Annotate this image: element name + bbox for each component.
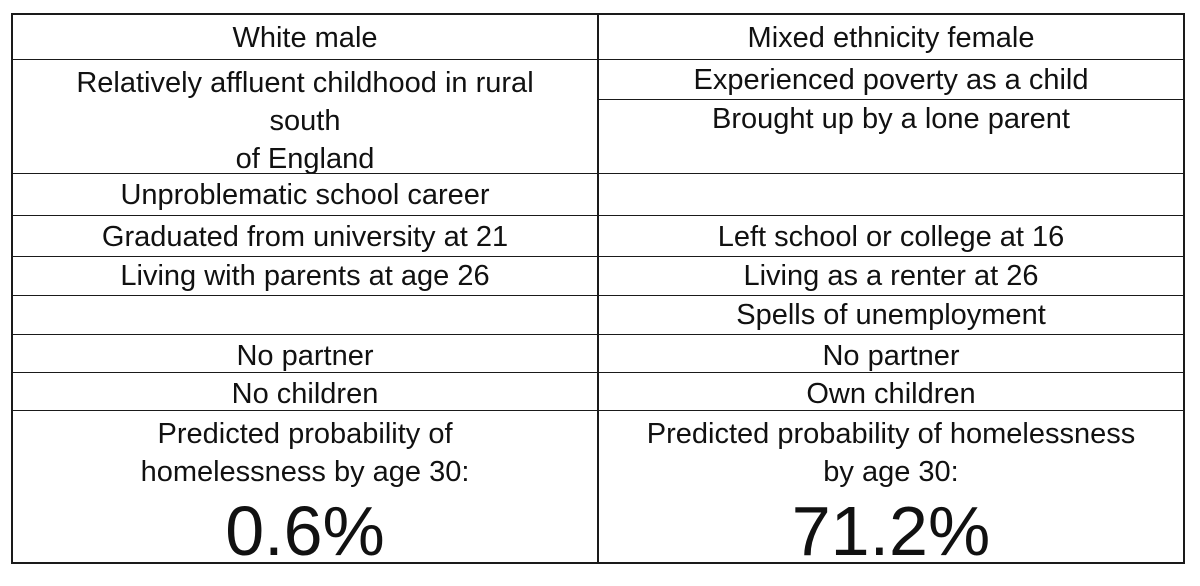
right-children: Own children — [806, 378, 976, 410]
right-partner-cell: No partner — [599, 334, 1183, 372]
column-white-male: White male Relatively affluent childhood… — [13, 15, 599, 570]
right-housing-cell: Living as a renter at 26 — [599, 256, 1183, 294]
left-school: Unproblematic school career — [120, 179, 490, 211]
left-employment-cell — [13, 295, 597, 334]
left-education: Graduated from university at 21 — [101, 221, 509, 253]
left-childhood-cell: Relatively affluent childhood in rural s… — [13, 59, 597, 175]
right-prob-line1: Predicted probability of homelessness — [646, 418, 1136, 450]
right-education-cell: Left school or college at 16 — [599, 215, 1183, 256]
column-mixed-female: Mixed ethnicity female Experienced pover… — [599, 15, 1183, 570]
left-header-text: White male — [232, 22, 378, 54]
comparison-table: White male Relatively affluent childhood… — [11, 13, 1185, 570]
left-school-cell: Unproblematic school career — [13, 173, 597, 215]
left-partner: No partner — [236, 340, 374, 372]
left-childhood-line1: Relatively affluent childhood in rural — [76, 67, 534, 99]
right-parent-cell: Brought up by a lone parent — [599, 99, 1183, 173]
right-employment-cell: Spells of unemployment — [599, 295, 1183, 334]
left-prob-line2: homelessness by age 30: — [140, 456, 470, 488]
right-employment: Spells of unemployment — [736, 299, 1046, 331]
left-probability-cell: Predicted probability of homelessness by… — [13, 410, 597, 570]
left-prob-line1: Predicted probability of — [157, 418, 453, 450]
left-education-cell: Graduated from university at 21 — [13, 215, 597, 256]
right-header-text: Mixed ethnicity female — [747, 22, 1035, 54]
left-children: No children — [231, 378, 379, 410]
right-partner: No partner — [822, 340, 960, 372]
right-housing: Living as a renter at 26 — [743, 260, 1039, 292]
left-childhood-line3: of England — [235, 143, 375, 175]
right-children-cell: Own children — [599, 372, 1183, 410]
left-housing: Living with parents at age 26 — [120, 260, 490, 292]
right-prob-value: 71.2% — [791, 492, 991, 570]
right-poverty: Experienced poverty as a child — [693, 64, 1089, 96]
right-header: Mixed ethnicity female — [599, 19, 1183, 59]
right-prob-line2: by age 30: — [823, 456, 959, 488]
left-childhood-line2: south — [269, 105, 341, 137]
right-education: Left school or college at 16 — [717, 221, 1065, 253]
left-header: White male — [13, 19, 597, 59]
left-partner-cell: No partner — [13, 334, 597, 372]
left-housing-cell: Living with parents at age 26 — [13, 256, 597, 294]
right-school-cell — [599, 173, 1183, 215]
right-parent: Brought up by a lone parent — [712, 103, 1070, 135]
right-poverty-cell: Experienced poverty as a child — [599, 59, 1183, 99]
right-probability-cell: Predicted probability of homelessness by… — [599, 410, 1183, 570]
left-children-cell: No children — [13, 372, 597, 410]
left-prob-value: 0.6% — [225, 492, 385, 570]
